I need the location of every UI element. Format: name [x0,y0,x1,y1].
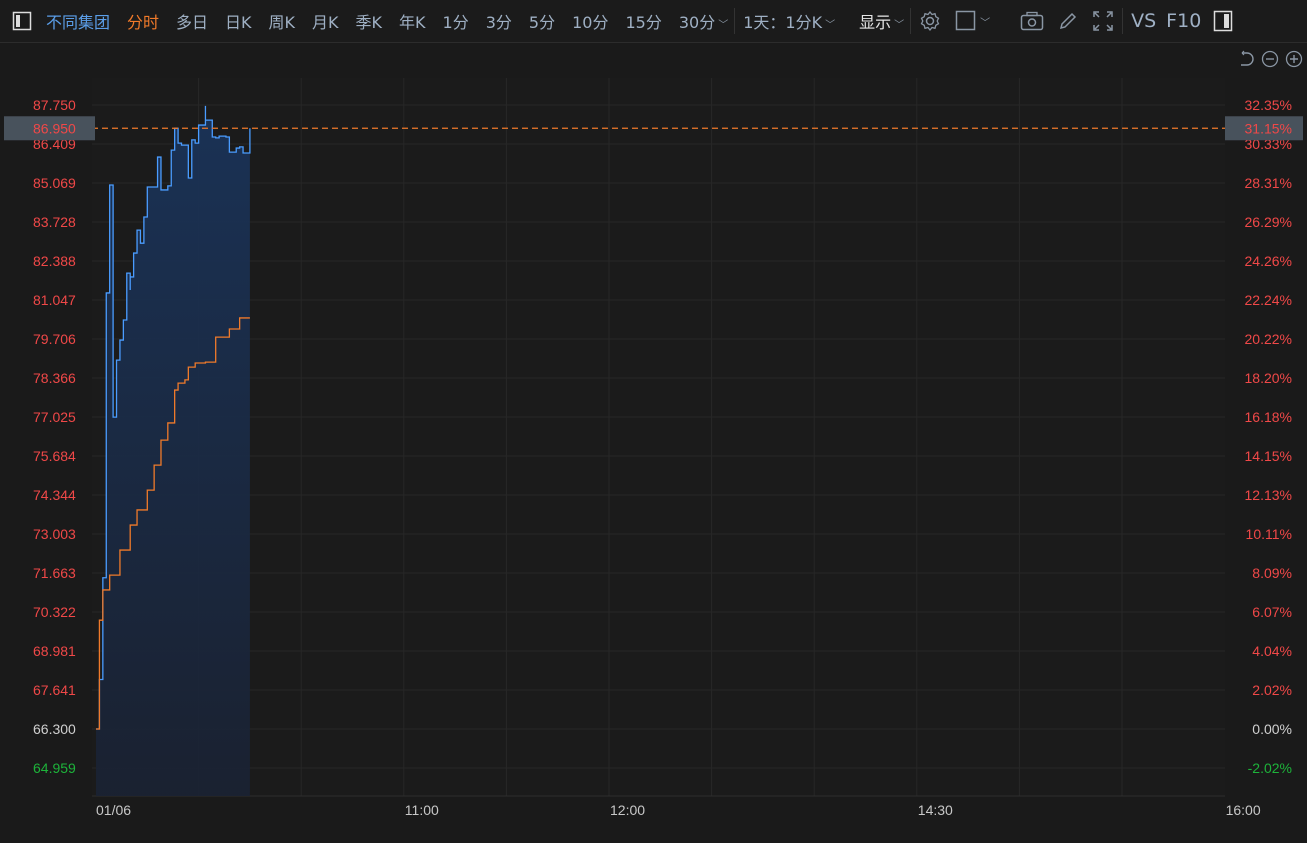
range-select[interactable]: 1天：1分K ﹀ [743,9,835,33]
divider [1122,8,1124,34]
chart-zoom-tools [1237,50,1303,68]
price-line [96,105,251,730]
tab-period-9[interactable]: 5分 [528,13,556,32]
tab-period-1[interactable]: 多日 [176,13,209,32]
y-tick-label: 87.750 [33,97,76,113]
x-tick-label: 14:30 [918,802,953,818]
average-price-line [96,317,250,730]
tab-period-6[interactable]: 年K [399,13,426,32]
tab-period-10[interactable]: 10分 [572,13,609,32]
current-pct-badge [1225,116,1303,141]
y-tick-label: 71.663 [33,565,76,581]
tab-period-12-dropdown[interactable]: 30分 ﹀ [679,9,728,33]
sidebar-icon[interactable] [1213,10,1233,32]
plot-area [92,78,1225,796]
y-tick-label: 67.641 [33,682,76,698]
y-tick-label: 78.366 [33,370,76,386]
y-pct-tick-label: 14.15% [1245,448,1292,464]
symbol-name[interactable]: 不同集团 [46,13,111,32]
tab-period-5[interactable]: 季K [355,13,383,32]
y-tick-label: 66.300 [33,721,76,737]
zoom-in-icon[interactable] [1285,50,1303,68]
x-tick-label: 11:00 [405,802,439,818]
tab-period-11[interactable]: 15分 [625,13,662,32]
y-pct-tick-label: 10.11% [1246,526,1292,542]
zoom-out-icon[interactable] [1261,50,1279,68]
display-label: 显示 [859,13,892,32]
tab-period-0[interactable]: 分时 [127,13,160,32]
y-tick-label: 83.728 [33,214,76,230]
y-pct-tick-label: 26.29% [1245,214,1292,230]
y-pct-tick-label: 22.24% [1245,292,1292,308]
x-tick-label: 16:00 [1226,802,1261,818]
settings-gear-icon[interactable] [919,10,941,32]
tab-period-7[interactable]: 1分 [442,13,469,32]
chevron-down-icon: ﹀ [894,20,905,31]
f10-button[interactable]: F10 [1166,10,1202,32]
y-tick-label: 64.959 [33,760,76,776]
y-tick-label: 82.388 [33,253,76,269]
divider [734,8,736,34]
y-tick-label: 79.706 [33,331,76,347]
y-pct-tick-label: 24.26% [1245,253,1292,269]
y-tick-label: 74.344 [33,487,76,503]
current-pct-label: 31.15% [1245,120,1292,136]
y-pct-tick-label: 12.13% [1245,487,1292,503]
y-pct-tick-label: 0.00% [1252,721,1292,737]
divider [910,8,912,34]
fullscreen-icon[interactable] [1092,10,1114,32]
y-tick-label: 81.047 [33,292,76,308]
chevron-down-icon: ﹀ [718,20,729,31]
tab-period-4[interactable]: 月K [312,13,339,32]
y-pct-tick-label: 6.07% [1252,604,1292,620]
current-price-label: 86.950 [33,120,76,136]
square-layout-icon[interactable]: ﹀ [955,10,990,32]
y-pct-tick-label: 4.04% [1252,643,1292,659]
chevron-down-icon: ﹀ [980,17,991,29]
panel-toggle-icon[interactable] [12,11,32,31]
y-pct-tick-label: 2.02% [1252,682,1292,698]
range-select-label: 1天：1分K [743,13,823,32]
camera-icon[interactable] [1020,11,1044,31]
chevron-down-icon: ﹀ [825,20,836,31]
y-pct-tick-label: 16.18% [1245,409,1292,425]
y-tick-label: 85.069 [33,175,76,191]
vs-button[interactable]: VS [1131,10,1157,32]
tab-period-2[interactable]: 日K [225,13,252,32]
y-tick-label: 73.003 [33,526,76,542]
y-pct-tick-label: -2.02% [1248,760,1292,776]
y-tick-label: 77.025 [33,409,76,425]
tab-period-12: 30分 [678,13,716,32]
display-dropdown[interactable]: 显示 ﹀ [859,9,904,33]
y-tick-label: 70.322 [33,604,76,620]
y-pct-tick-label: 28.31% [1245,175,1292,191]
y-pct-tick-label: 18.20% [1245,370,1292,386]
price-area-fill [96,105,250,797]
y-pct-tick-label: 8.09% [1252,565,1292,581]
tab-period-8[interactable]: 3分 [485,13,512,32]
tab-period-3[interactable]: 周K [268,13,296,32]
x-tick-label: 12:00 [610,802,645,818]
y-pct-tick-label: 32.35% [1245,97,1292,113]
y-tick-label: 68.981 [33,643,76,659]
y-tick-label: 75.684 [33,448,76,464]
x-tick-label: 01/06 [96,802,131,818]
reset-icon[interactable] [1237,50,1255,68]
pencil-icon[interactable] [1058,11,1078,31]
toolbar: 不同集团 分时 多日 日K 周K 月K 季K 年K 1分 3分 5分 10分 1… [0,0,1307,43]
current-price-badge [4,116,95,141]
y-pct-tick-label: 20.22% [1245,331,1292,347]
